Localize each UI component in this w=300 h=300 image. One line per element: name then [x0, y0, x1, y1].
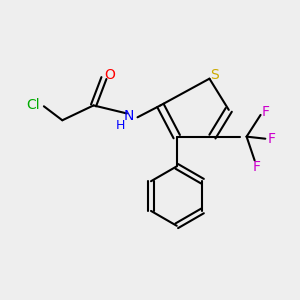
Text: S: S: [210, 68, 219, 82]
Text: F: F: [253, 160, 261, 174]
Text: F: F: [268, 132, 276, 146]
Text: N: N: [123, 110, 134, 123]
Text: H: H: [116, 119, 126, 132]
Text: Cl: Cl: [26, 98, 39, 112]
Text: F: F: [262, 105, 270, 119]
Text: O: O: [104, 68, 115, 82]
